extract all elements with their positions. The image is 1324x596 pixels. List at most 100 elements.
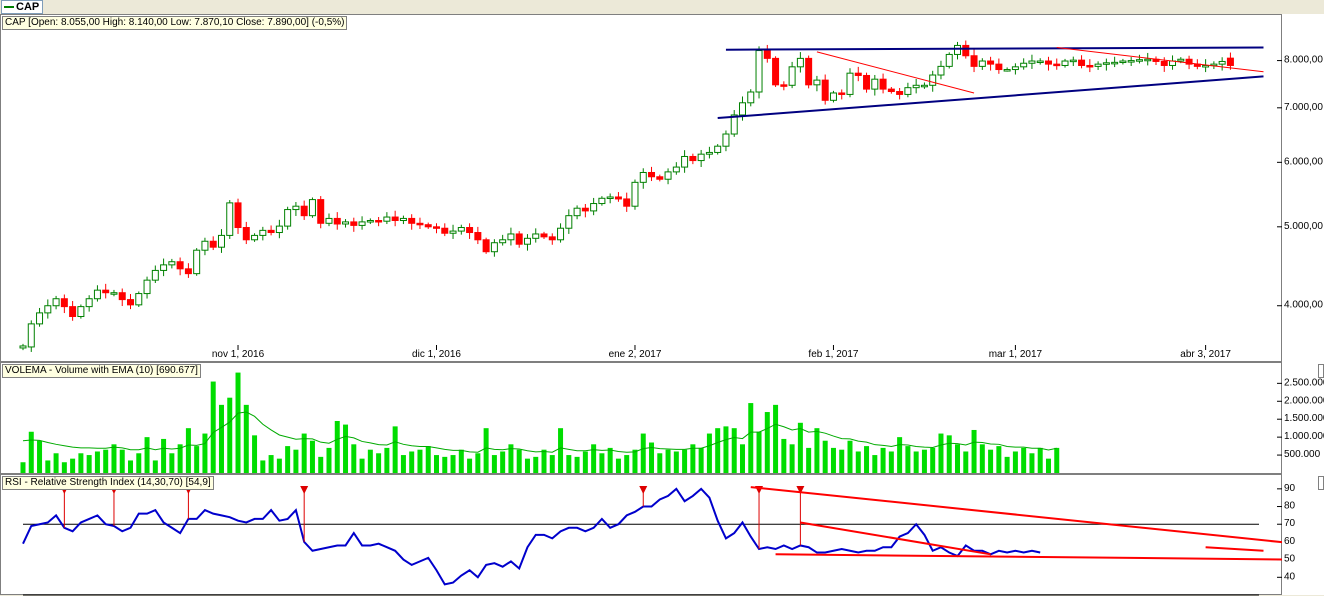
price-trendline (816, 51, 975, 94)
up-candle (920, 82, 928, 89)
volume-bar (1012, 451, 1018, 473)
volume-bar (574, 456, 580, 473)
down-candle (433, 223, 440, 234)
candle-body (433, 226, 440, 229)
volume-bar (293, 449, 299, 473)
candle-body (515, 233, 523, 245)
candle-body (1119, 60, 1127, 64)
volume-bar (367, 449, 373, 473)
down-candle (209, 236, 217, 251)
candle-body (846, 72, 854, 95)
price-ytick-label: 4.000,00 (1284, 300, 1323, 311)
volume-bar (682, 449, 688, 473)
down-candle (1044, 56, 1052, 71)
candle-body (391, 216, 399, 222)
price-chart[interactable]: nov 1, 2016 dic 1, 2016 ene 2, 2017 feb 1, … (1, 15, 1283, 363)
candle-body (854, 72, 862, 76)
rsi-axis[interactable]: 40 50 60 70 80 90 (1282, 474, 1324, 595)
up-candle (1144, 52, 1152, 66)
panel-resize-handle[interactable] (1318, 364, 1324, 378)
candle-body (300, 205, 308, 217)
volume-ytick-label: 500.000 (1284, 449, 1321, 460)
candle-body (705, 151, 713, 155)
price-ytick-label: 6.000,00 (1284, 156, 1323, 167)
candle-body (805, 57, 813, 86)
up-candle (747, 89, 755, 107)
down-candle (424, 222, 432, 229)
candle-body (499, 239, 507, 244)
panel-resize-handle-2[interactable] (1318, 476, 1324, 490)
volume-bar (764, 412, 770, 473)
volume-bar (318, 456, 324, 473)
up-candle (457, 224, 465, 235)
volume-bar (177, 444, 183, 473)
candle-body (184, 268, 192, 275)
down-candle (548, 233, 556, 245)
rsi-signal-marker (639, 486, 648, 494)
volume-bar (988, 449, 994, 473)
volume-bar (706, 433, 712, 473)
volume-bar (855, 451, 861, 473)
volume-bar (45, 460, 51, 473)
candle-body (110, 292, 118, 295)
price-panel[interactable]: CAP [Open: 8.055,00 High: 8.140,00 Low: … (0, 14, 1283, 363)
volume-bar (161, 438, 167, 473)
candle-body (1061, 60, 1069, 66)
rsi-chart[interactable] (1, 475, 1283, 596)
down-candle (581, 203, 589, 218)
volume-bar (400, 455, 406, 473)
volume-bar (20, 462, 26, 473)
up-candle (829, 90, 837, 103)
candle-body (201, 240, 209, 251)
candle-body (168, 261, 176, 266)
candle-body (780, 84, 788, 87)
down-candle (1185, 55, 1193, 70)
up-candle (606, 193, 614, 204)
volume-axis[interactable]: 500.000 1.000.000 1.500.000 2.000.000 2.500.… (1282, 362, 1324, 474)
up-candle (1036, 58, 1044, 65)
candle-body (135, 293, 143, 306)
candle-body (821, 79, 829, 101)
price-axis[interactable]: 4.000,00 5.000,00 6.000,00 7.000,00 8.000,00 (1282, 14, 1324, 362)
volume-bar (996, 446, 1002, 473)
candle-body (1185, 58, 1193, 65)
candle-body (929, 74, 937, 86)
down-candle (242, 221, 250, 245)
rsi-trendline (750, 486, 1283, 544)
candle-body (1069, 59, 1077, 63)
volume-bar (409, 451, 415, 473)
volume-bar (839, 449, 845, 473)
down-candle (970, 49, 978, 73)
price-trendline (717, 75, 1264, 120)
up-candle (1028, 54, 1036, 69)
candle-body (416, 222, 424, 226)
candle-body (1102, 62, 1110, 65)
volume-panel[interactable]: VOLEMA - Volume with EMA (10) [690.677] (0, 362, 1283, 475)
up-candle (19, 343, 27, 351)
price-trendline (725, 46, 1264, 51)
rsi-panel[interactable]: RSI - Relative Strength Index (14,30,70)… (0, 474, 1283, 596)
volume-legend: VOLEMA - Volume with EMA (10) [690.677] (2, 364, 201, 378)
up-candle (1127, 57, 1135, 67)
volume-bar (566, 455, 572, 473)
candle-body (36, 312, 44, 325)
candle-body (813, 79, 821, 86)
volume-bar (376, 453, 382, 473)
down-candle (350, 217, 358, 232)
candle-body (474, 232, 482, 241)
up-candle (714, 144, 722, 155)
volume-bar (111, 444, 117, 473)
volume-chart[interactable] (1, 363, 1283, 475)
up-candle (697, 149, 705, 167)
up-candle (366, 218, 374, 225)
candle-body (738, 102, 746, 116)
up-candle (110, 289, 118, 297)
volume-bar (739, 444, 745, 473)
up-candle (937, 60, 945, 80)
candle-body (755, 50, 763, 93)
candle-body (308, 199, 316, 217)
rsi-legend: RSI - Relative Strength Index (14,30,70)… (2, 476, 214, 490)
volume-bar (698, 447, 704, 473)
symbol-tab[interactable]: CAP (1, 0, 44, 14)
volume-bar (748, 403, 754, 473)
